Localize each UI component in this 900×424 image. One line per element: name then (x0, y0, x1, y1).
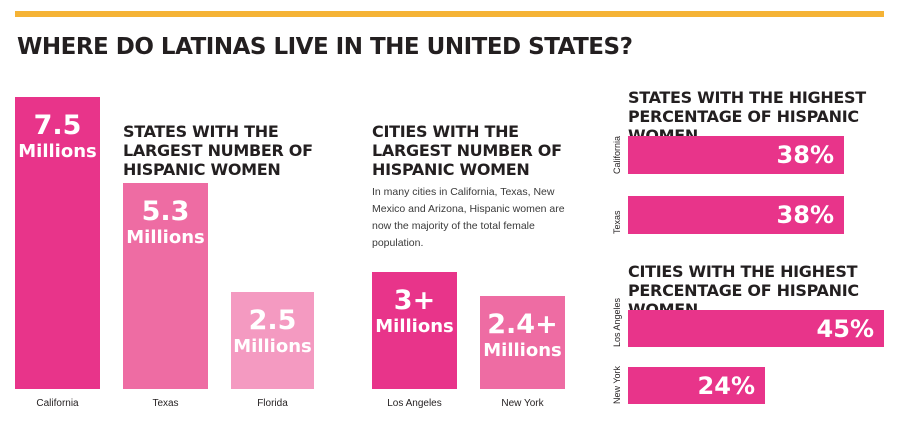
category-label: Texas (152, 398, 179, 409)
unit-label: Millions (18, 141, 97, 162)
data-label: 7.5 (33, 110, 82, 141)
hbar-texas: 38% (628, 196, 844, 234)
unit-label: Millions (126, 227, 205, 248)
page-title: WHERE DO LATINAS LIVE IN THE UNITED STAT… (17, 34, 633, 60)
category-label: California (612, 135, 622, 174)
category-label: New York (612, 365, 622, 404)
category-label: Los Angeles (387, 398, 442, 409)
unit-label: Millions (375, 316, 454, 337)
hbar-new-york: 24% (628, 367, 765, 404)
category-label: Florida (257, 398, 288, 409)
data-label: 5.3 (141, 196, 190, 227)
category-label: California (36, 398, 79, 409)
states-count-title: STATES WITH THE LARGEST NUMBER OF HISPAN… (123, 122, 313, 179)
hbar-california: 38% (628, 136, 844, 174)
data-label: 3+ (393, 285, 436, 316)
bar-california: 7.5 Millions (15, 97, 100, 389)
accent-bar (15, 11, 884, 17)
unit-label: Millions (233, 336, 312, 357)
bar-florida: 2.5 Millions (231, 292, 314, 389)
data-label: 2.4+ (487, 309, 558, 340)
category-label: Texas (612, 210, 622, 234)
bar-new-york: 2.4+ Millions (480, 296, 565, 389)
category-label: New York (501, 398, 544, 409)
unit-label: Millions (483, 340, 562, 361)
data-label: 2.5 (248, 305, 297, 336)
cities-count-title: CITIES WITH THE LARGEST NUMBER OF HISPAN… (372, 122, 562, 179)
category-label: Los Angeles (612, 297, 622, 347)
cities-note: In many cities in California, Texas, New… (372, 186, 565, 249)
bar-los-angeles: 3+ Millions (372, 272, 457, 389)
hbar-los-angeles: 45% (628, 310, 884, 347)
bar-texas: 5.3 Millions (123, 183, 208, 389)
